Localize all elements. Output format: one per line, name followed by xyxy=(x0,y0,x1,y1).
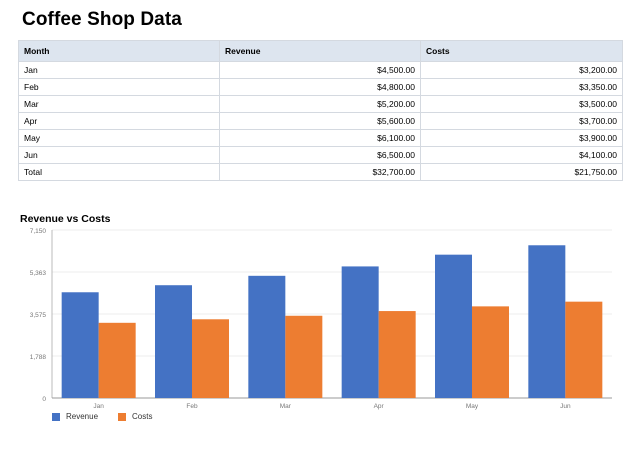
table-row: Apr $5,600.00 $3,700.00 xyxy=(18,112,623,130)
cell-month[interactable]: Total xyxy=(18,163,220,181)
bar-costs-jan xyxy=(98,322,136,398)
legend-label-revenue: Revenue xyxy=(66,412,99,421)
cell-month[interactable]: Jan xyxy=(18,61,220,79)
cell-revenue[interactable]: $32,700.00 xyxy=(219,163,421,181)
cell-costs[interactable]: $4,100.00 xyxy=(420,146,623,164)
table-row: Feb $4,800.00 $3,350.00 xyxy=(18,78,623,96)
cell-month[interactable]: Jun xyxy=(18,146,220,164)
cell-revenue[interactable]: $4,800.00 xyxy=(219,78,421,96)
cell-revenue[interactable]: $6,100.00 xyxy=(219,129,421,147)
cell-costs[interactable]: $3,700.00 xyxy=(420,112,623,130)
table-row: Jun $6,500.00 $4,100.00 xyxy=(18,146,623,164)
legend-label-costs: Costs xyxy=(132,412,153,421)
x-tick-label: Jun xyxy=(560,403,571,410)
table-header-row: Month Revenue Costs xyxy=(18,40,623,62)
legend-swatch-costs xyxy=(118,412,127,421)
bar-revenue-jun xyxy=(528,245,566,398)
bar-revenue-mar xyxy=(248,275,286,398)
y-tick-label: 7,150 xyxy=(30,228,47,235)
x-tick-label: Apr xyxy=(374,403,385,410)
chart-legend: Revenue Costs xyxy=(52,412,152,421)
table-row: Jan $4,500.00 $3,200.00 xyxy=(18,61,623,79)
bar-revenue-jan xyxy=(61,292,99,398)
table-row: Mar $5,200.00 $3,500.00 xyxy=(18,95,623,113)
table-row: May $6,100.00 $3,900.00 xyxy=(18,129,623,147)
cell-revenue[interactable]: $5,200.00 xyxy=(219,95,421,113)
cell-costs[interactable]: $3,900.00 xyxy=(420,129,623,147)
header-month[interactable]: Month xyxy=(18,40,220,62)
data-table: Month Revenue Costs Jan $4,500.00 $3,200.0… xyxy=(18,40,623,181)
cell-month[interactable]: Apr xyxy=(18,112,220,130)
legend-swatch-revenue xyxy=(52,412,60,421)
legend-item-revenue[interactable]: Revenue xyxy=(52,412,98,421)
bar-costs-jun xyxy=(565,301,603,398)
cell-month[interactable]: May xyxy=(18,129,220,147)
bar-revenue-may xyxy=(435,254,472,398)
cell-revenue[interactable]: $6,500.00 xyxy=(219,146,421,164)
cell-month[interactable]: Feb xyxy=(18,78,220,96)
y-tick-label: 0 xyxy=(42,396,46,403)
cell-costs[interactable]: $3,350.00 xyxy=(420,78,623,96)
chart-title: Revenue vs Costs xyxy=(20,213,111,225)
x-tick-label: May xyxy=(466,403,479,410)
header-costs[interactable]: Costs xyxy=(420,40,623,62)
x-tick-label: Jan xyxy=(93,403,104,410)
x-tick-label: Mar xyxy=(280,403,292,410)
cell-revenue[interactable]: $4,500.00 xyxy=(219,61,421,79)
x-tick-label: Feb xyxy=(186,403,198,410)
cell-month[interactable]: Mar xyxy=(18,95,220,113)
legend-item-costs[interactable]: Costs xyxy=(118,412,152,421)
bar-chart: 0 1,788 3,575 5,363 7,150 Jan Feb Mar Apr May Jun xyxy=(30,228,612,410)
cell-costs[interactable]: $21,750.00 xyxy=(420,163,623,181)
cell-costs[interactable]: $3,200.00 xyxy=(420,61,623,79)
bar-costs-mar xyxy=(285,315,323,398)
cell-costs[interactable]: $3,500.00 xyxy=(420,95,623,113)
page-title: Coffee Shop Data xyxy=(22,9,182,30)
cell-revenue[interactable]: $5,600.00 xyxy=(219,112,421,130)
bar-costs-may xyxy=(472,306,509,398)
bar-costs-feb xyxy=(192,319,229,398)
header-revenue[interactable]: Revenue xyxy=(219,40,421,62)
y-tick-label: 3,575 xyxy=(30,312,47,319)
bar-costs-apr xyxy=(378,311,416,398)
bar-revenue-feb xyxy=(155,285,192,398)
y-tick-label: 1,788 xyxy=(30,354,47,361)
y-tick-label: 5,363 xyxy=(30,270,47,277)
table-total-row: Total $32,700.00 $21,750.00 xyxy=(18,163,623,181)
bar-revenue-apr xyxy=(341,266,379,398)
